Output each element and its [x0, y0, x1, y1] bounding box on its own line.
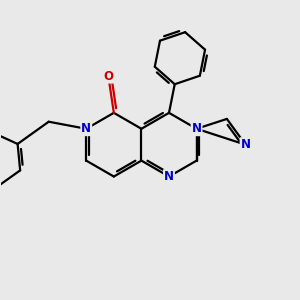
Text: N: N: [192, 122, 202, 135]
Text: N: N: [241, 138, 250, 151]
Text: O: O: [103, 70, 113, 83]
Text: N: N: [81, 122, 91, 135]
Text: N: N: [164, 170, 174, 183]
